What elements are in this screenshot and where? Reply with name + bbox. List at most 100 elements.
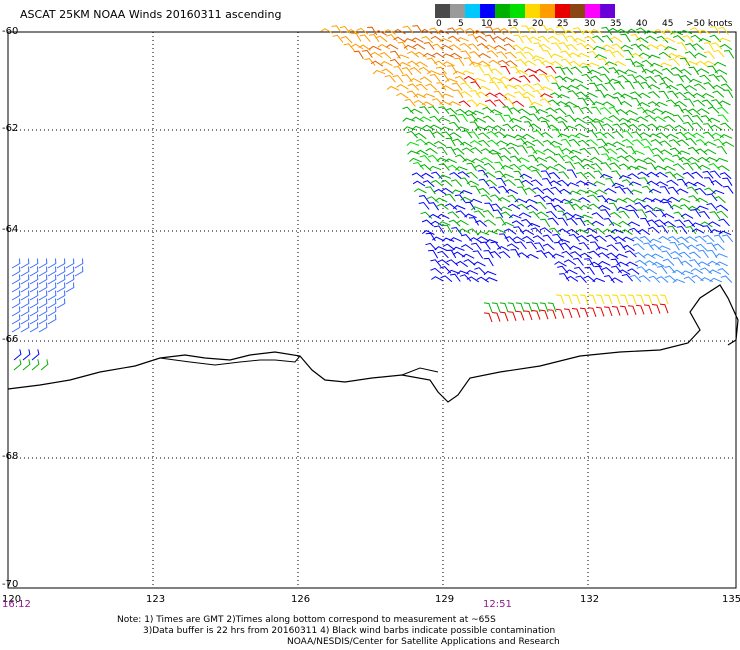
wind-barb bbox=[570, 155, 583, 163]
wind-barb bbox=[404, 98, 416, 107]
wind-barb bbox=[702, 131, 715, 139]
wind-barb bbox=[645, 210, 658, 218]
wind-barb bbox=[621, 273, 633, 282]
wind-barb bbox=[11, 274, 21, 285]
wind-barb bbox=[690, 34, 703, 42]
wind-barb bbox=[651, 206, 665, 212]
wind-barb bbox=[573, 37, 586, 43]
wind-barb bbox=[601, 35, 614, 44]
wind-barb bbox=[513, 84, 526, 92]
wind-barb bbox=[638, 275, 651, 282]
wind-barb bbox=[478, 187, 490, 195]
wind-barb bbox=[483, 270, 497, 276]
wind-barb bbox=[663, 221, 676, 228]
wind-barb bbox=[473, 77, 486, 83]
wind-barb bbox=[716, 210, 729, 219]
wind-barb bbox=[638, 92, 651, 99]
wind-barb bbox=[433, 225, 445, 234]
wind-barb bbox=[425, 186, 436, 195]
wind-barb bbox=[459, 190, 473, 195]
wind-barb bbox=[716, 75, 728, 83]
wind-barb bbox=[460, 141, 473, 148]
wind-barb bbox=[444, 158, 457, 164]
wind-barb bbox=[522, 133, 535, 140]
wind-barb bbox=[521, 25, 532, 34]
wind-barb bbox=[438, 106, 450, 115]
wind-barb bbox=[526, 253, 539, 259]
wind-barb bbox=[478, 132, 491, 140]
wind-barb bbox=[412, 161, 425, 170]
wind-barb bbox=[542, 234, 554, 243]
wind-barb bbox=[612, 130, 624, 139]
wind-barb bbox=[459, 91, 473, 98]
wind-barb bbox=[589, 28, 603, 34]
wind-barb bbox=[469, 121, 481, 130]
wind-barb bbox=[658, 90, 670, 100]
wind-barb bbox=[11, 306, 21, 317]
wind-barb bbox=[689, 251, 701, 259]
wind-barb bbox=[451, 189, 465, 194]
wind-barb bbox=[612, 96, 623, 106]
wind-barb bbox=[626, 118, 640, 123]
wind-barb bbox=[436, 29, 450, 35]
wind-barb bbox=[375, 35, 388, 43]
wind-barb bbox=[506, 243, 520, 250]
wind-barb bbox=[554, 75, 567, 83]
wind-barb bbox=[591, 118, 605, 123]
wind-barb bbox=[512, 236, 526, 242]
wind-barb bbox=[505, 142, 519, 148]
wind-barb bbox=[436, 82, 447, 91]
wind-barb bbox=[597, 252, 610, 259]
wind-barb bbox=[447, 27, 459, 35]
wind-barb bbox=[434, 60, 447, 67]
wind-barb bbox=[482, 210, 495, 218]
wind-barb bbox=[695, 60, 709, 68]
wind-barb bbox=[403, 44, 417, 50]
wind-barb bbox=[591, 163, 603, 171]
wind-barb bbox=[706, 193, 718, 202]
wind-barb bbox=[597, 260, 611, 266]
wind-barb bbox=[507, 203, 521, 210]
wind-barb bbox=[421, 101, 435, 107]
wind-barb bbox=[677, 178, 688, 187]
wind-barb bbox=[627, 221, 641, 227]
wind-barb bbox=[415, 149, 429, 156]
wind-barb bbox=[661, 67, 674, 75]
wind-barb bbox=[438, 73, 450, 82]
wind-barb bbox=[589, 82, 600, 92]
wind-barb bbox=[635, 27, 649, 34]
wind-barb bbox=[653, 116, 666, 123]
wind-barb bbox=[557, 210, 568, 220]
wind-barb bbox=[655, 171, 668, 178]
wind-barb bbox=[667, 196, 680, 203]
wind-barb bbox=[632, 150, 645, 156]
wind-barb bbox=[507, 311, 517, 321]
wind-barb bbox=[498, 233, 509, 242]
wind-barb bbox=[470, 90, 481, 99]
wind-barb bbox=[510, 66, 521, 75]
wind-barb bbox=[687, 205, 701, 212]
wind-barb bbox=[407, 83, 420, 91]
wind-barb bbox=[677, 139, 690, 147]
wind-barb bbox=[545, 156, 558, 163]
wind-barb bbox=[65, 266, 75, 277]
wind-barb bbox=[549, 227, 561, 236]
legend-label: 25 bbox=[557, 19, 569, 29]
wind-barb bbox=[535, 201, 547, 210]
wind-barb bbox=[523, 51, 535, 60]
wind-barb bbox=[409, 108, 423, 114]
wind-barb bbox=[568, 190, 582, 196]
wind-barb bbox=[412, 25, 423, 34]
wind-barb bbox=[708, 74, 720, 82]
wind-barb bbox=[478, 53, 491, 59]
wind-barb bbox=[615, 109, 629, 116]
wind-barb bbox=[619, 122, 632, 130]
legend-swatch bbox=[450, 4, 465, 18]
wind-barb bbox=[470, 185, 481, 195]
wind-barb bbox=[411, 125, 425, 131]
wind-barb bbox=[459, 42, 472, 50]
wind-barb bbox=[427, 154, 440, 163]
wind-barb bbox=[460, 196, 473, 202]
wind-barb bbox=[656, 265, 668, 274]
wind-barb bbox=[602, 132, 615, 139]
